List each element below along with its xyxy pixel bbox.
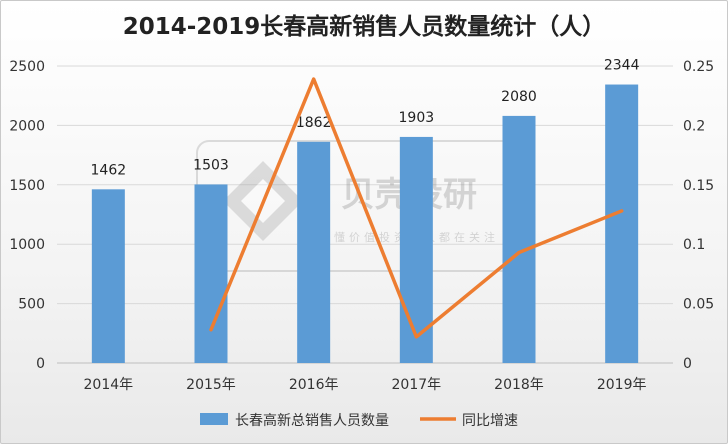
bar-series <box>91 84 639 364</box>
data-labels: 1462 1503 1862 1903 2080 2344 <box>91 58 640 179</box>
bar <box>91 189 125 363</box>
x-axis: 2014年 2015年 2016年 2017年 2018年 2019年 <box>84 377 647 393</box>
x-tick-label: 2015年 <box>186 377 236 393</box>
y-axis-right: 0 0.05 0.1 0.15 0.2 0.25 <box>683 59 714 372</box>
y2-tick-label: 0 <box>683 356 692 372</box>
legend-bar-label: 长春高新总销售人员数量 <box>235 412 389 429</box>
bar-data-label: 2344 <box>604 58 640 74</box>
bar-data-label: 1503 <box>193 157 229 173</box>
bar-data-label: 1862 <box>296 115 332 131</box>
gridlines <box>57 65 673 364</box>
x-tick-label: 2014年 <box>84 377 134 393</box>
bar <box>194 184 228 363</box>
legend-line-label: 同比增速 <box>462 413 518 429</box>
x-tick-label: 2016年 <box>289 377 339 393</box>
chart-title: 2014-2019长春高新销售人员数量统计（人） <box>123 13 606 40</box>
bar-data-label: 1903 <box>399 110 435 126</box>
legend-bar-swatch <box>200 413 228 425</box>
bar <box>399 136 433 363</box>
y-tick-label: 1500 <box>9 178 45 194</box>
y2-tick-label: 0.1 <box>683 237 705 253</box>
bar <box>502 115 536 364</box>
y-tick-label: 2000 <box>9 118 45 134</box>
legend: 长春高新总销售人员数量 同比增速 <box>200 412 518 429</box>
bar <box>297 141 331 363</box>
y2-tick-label: 0.2 <box>683 118 705 134</box>
x-tick-label: 2018年 <box>494 377 544 393</box>
y2-tick-label: 0.15 <box>683 178 714 194</box>
y2-tick-label: 0.05 <box>683 297 714 313</box>
y-tick-label: 0 <box>36 356 45 372</box>
bar <box>605 84 639 363</box>
watermark: 贝壳投研 要懂价值投资的人都在关注 <box>196 140 528 272</box>
y2-tick-label: 0.25 <box>683 59 714 75</box>
y-tick-label: 500 <box>18 297 45 313</box>
y-tick-label: 1000 <box>9 237 45 253</box>
bar-data-label: 2080 <box>501 89 537 105</box>
y-axis-left: 0 500 1000 1500 2000 2500 <box>9 59 45 372</box>
x-tick-label: 2019年 <box>597 377 647 393</box>
x-tick-label: 2017年 <box>392 377 442 393</box>
line-series <box>209 77 624 339</box>
y-tick-label: 2500 <box>9 59 45 75</box>
bar-data-label: 1462 <box>91 162 127 178</box>
